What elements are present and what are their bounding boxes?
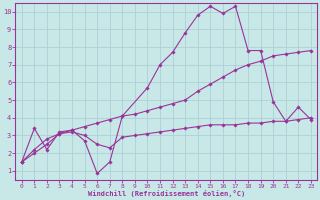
X-axis label: Windchill (Refroidissement éolien,°C): Windchill (Refroidissement éolien,°C) <box>88 190 245 197</box>
